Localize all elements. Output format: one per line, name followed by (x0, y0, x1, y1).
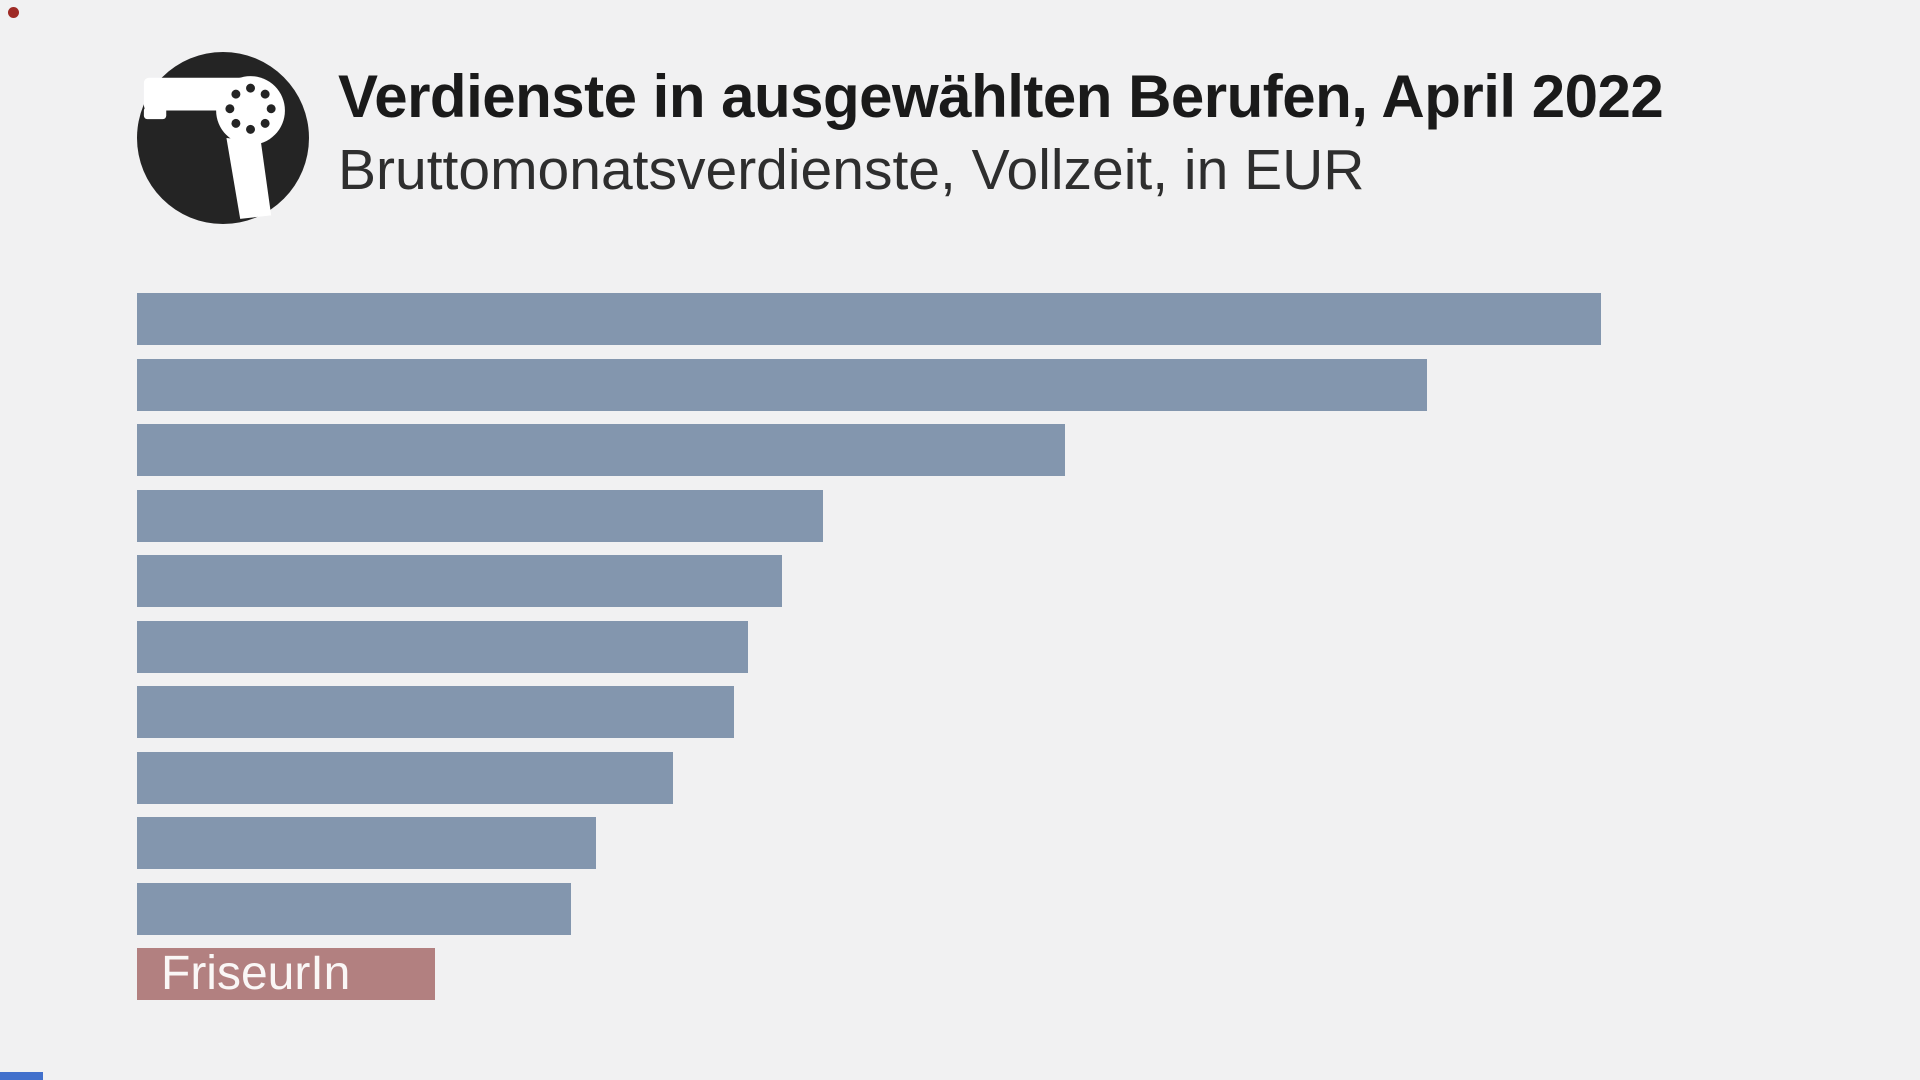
highlight-bar-label: FriseurIn (161, 947, 351, 1000)
bar (137, 359, 1427, 411)
hairdryer-icon (137, 52, 309, 224)
bar-highlighted: FriseurIn (137, 948, 435, 1000)
bar-chart: FriseurIn (137, 293, 1837, 1013)
screen-corner-red-dot (8, 7, 19, 18)
chart-header: Verdienste in ausgewählten Berufen, Apri… (338, 60, 1664, 206)
bar (137, 490, 823, 542)
bar (137, 883, 571, 935)
bottom-left-blue-strip (0, 1072, 43, 1080)
bar (137, 424, 1065, 476)
bar (137, 686, 734, 738)
bar (137, 555, 782, 607)
hairdryer-logo (137, 52, 309, 224)
bar (137, 817, 596, 869)
chart-title: Verdienste in ausgewählten Berufen, Apri… (338, 63, 1664, 130)
bar (137, 752, 673, 804)
chart-subtitle: Bruttomonatsverdienste, Vollzeit, in EUR (338, 138, 1365, 202)
bar (137, 293, 1601, 345)
bar (137, 621, 748, 673)
